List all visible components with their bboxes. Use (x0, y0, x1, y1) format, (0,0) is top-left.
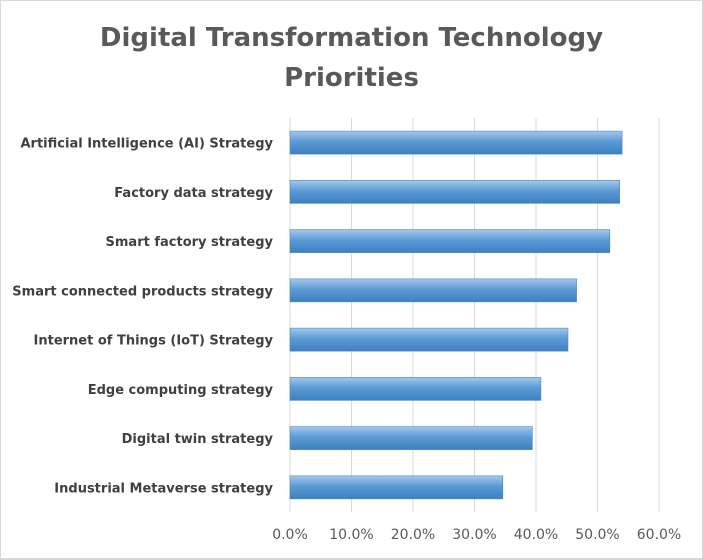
bar (289, 278, 577, 303)
bar (289, 377, 542, 401)
bar (289, 229, 611, 253)
chart-title-line-1: Digital Transformation Technology (99, 23, 604, 53)
bars (289, 130, 623, 500)
x-tick-label: 30.0% (452, 527, 496, 543)
x-tick-labels: 0.0% 10.0% 20.0% 30.0% 40.0% 50.0% 60.0% (272, 527, 681, 543)
bar (289, 180, 620, 204)
x-tick-label: 60.0% (637, 527, 681, 543)
category-label: Industrial Metaverse strategy (54, 481, 273, 496)
bar (289, 130, 623, 155)
category-label: Smart factory strategy (106, 235, 274, 250)
bar (289, 426, 533, 450)
category-label: Edge computing strategy (88, 383, 274, 398)
bar (289, 475, 504, 500)
category-label: Factory data strategy (114, 186, 273, 201)
category-label: Artificial Intelligence (AI) Strategy (21, 137, 274, 152)
x-tick-label: 10.0% (329, 527, 373, 543)
category-label: Internet of Things (IoT) Strategy (34, 334, 274, 349)
category-label: Smart connected products strategy (12, 284, 273, 299)
x-tick-label: 50.0% (575, 527, 619, 543)
x-tick-label: 0.0% (272, 527, 308, 543)
x-tick-label: 20.0% (391, 527, 435, 543)
category-labels: Artificial Intelligence (AI) Strategy Fac… (12, 137, 273, 497)
chart-title: Digital Transformation Technology Priori… (0, 18, 703, 98)
x-tick-label: 40.0% (514, 527, 558, 543)
bar (289, 327, 569, 352)
gridlines (289, 118, 660, 512)
category-label: Digital twin strategy (122, 432, 274, 447)
chart-title-line-2: Priorities (284, 63, 419, 93)
